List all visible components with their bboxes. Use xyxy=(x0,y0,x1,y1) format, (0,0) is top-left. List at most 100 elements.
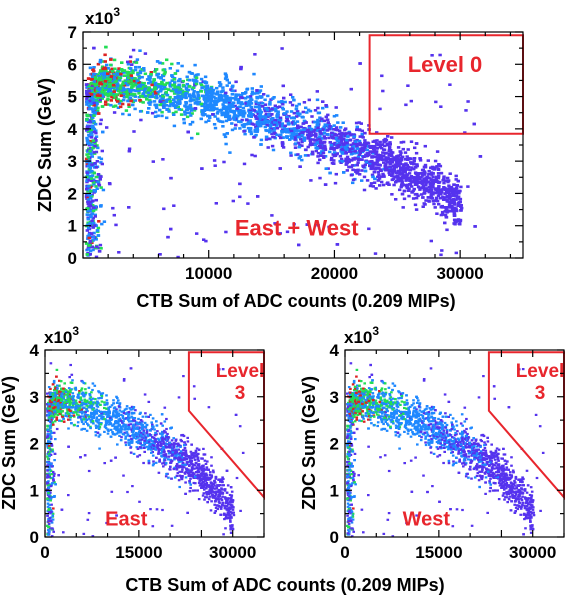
density-cell xyxy=(431,180,435,184)
density-cell xyxy=(89,177,94,180)
density-cell xyxy=(86,141,91,145)
density-cell xyxy=(243,132,247,136)
density-cell xyxy=(381,183,386,187)
density-cell xyxy=(362,155,366,158)
density-cell xyxy=(207,476,211,479)
density-cell xyxy=(85,103,89,106)
density-cell xyxy=(418,181,422,184)
density-cell xyxy=(99,205,103,208)
density-cell xyxy=(316,129,320,132)
density-cell xyxy=(372,170,377,174)
density-cell xyxy=(372,145,377,148)
density-cell xyxy=(112,73,116,76)
density-cell xyxy=(239,65,243,69)
density-cell xyxy=(91,388,94,392)
density-cell xyxy=(401,172,405,176)
density-cell xyxy=(341,121,345,124)
density-cell xyxy=(316,125,320,129)
density-cell xyxy=(189,114,193,117)
density-cell xyxy=(88,200,92,204)
density-cell xyxy=(316,111,321,115)
density-cell xyxy=(322,125,326,129)
density-cell xyxy=(284,130,289,134)
density-cell xyxy=(135,58,140,61)
density-cell xyxy=(143,72,148,76)
density-cell xyxy=(199,117,203,121)
density-cell xyxy=(287,122,291,126)
density-cell xyxy=(293,138,297,141)
density-cell xyxy=(106,97,110,100)
density-cell xyxy=(424,184,428,187)
density-cell xyxy=(121,82,125,86)
density-cell xyxy=(94,175,98,179)
density-cell xyxy=(376,179,381,182)
density-cell xyxy=(92,103,96,107)
axis-ticks-combined xyxy=(82,31,523,259)
y-tick-label: 5 xyxy=(68,88,77,107)
density-cell xyxy=(287,129,292,133)
density-cell xyxy=(429,188,433,192)
density-cell xyxy=(109,99,113,102)
density-cell xyxy=(355,125,359,129)
density-cell xyxy=(94,73,98,76)
density-cell xyxy=(124,90,129,93)
density-cell xyxy=(158,108,162,112)
density-cell xyxy=(292,111,296,115)
density-cell xyxy=(413,146,417,150)
density-cell xyxy=(338,143,342,147)
density-cell xyxy=(378,164,382,167)
density-cell xyxy=(186,88,190,92)
density-cell xyxy=(91,116,95,119)
density-cell xyxy=(186,130,190,134)
density-cell xyxy=(278,167,282,170)
density-cell xyxy=(315,141,319,145)
density-cell xyxy=(396,146,401,149)
density-cell xyxy=(93,215,97,218)
density-cell xyxy=(403,170,407,174)
density-cell xyxy=(439,253,443,257)
density-cell xyxy=(224,115,228,119)
density-cell xyxy=(309,179,313,182)
density-cell xyxy=(178,77,182,81)
density-cell xyxy=(272,126,276,130)
density-cell xyxy=(117,251,121,254)
density-cell xyxy=(443,192,447,195)
density-cell xyxy=(252,72,256,76)
density-cell xyxy=(179,95,183,98)
density-cell xyxy=(373,139,377,143)
density-cell xyxy=(456,196,460,200)
density-cell xyxy=(85,171,89,174)
density-cell xyxy=(232,110,237,113)
density-cell xyxy=(292,129,296,133)
density-cell xyxy=(90,124,95,128)
density-cell xyxy=(86,173,90,176)
density-cell xyxy=(289,154,293,157)
density-cell xyxy=(321,151,326,155)
density-cell xyxy=(412,162,416,166)
density-cell xyxy=(401,140,406,144)
density-cell xyxy=(128,60,132,63)
density-cell xyxy=(149,71,153,74)
density-cell xyxy=(168,104,172,108)
density-cell xyxy=(231,89,235,93)
density-cell xyxy=(380,180,384,184)
density-cell xyxy=(153,70,157,73)
density-cell xyxy=(323,140,327,144)
density-cell xyxy=(221,86,225,89)
density-cell xyxy=(116,98,120,101)
density-cell xyxy=(90,219,94,223)
density-cell xyxy=(292,116,296,120)
y-tick-label: 4 xyxy=(68,120,78,139)
density-cell xyxy=(242,123,247,126)
density-cell xyxy=(158,103,162,107)
density-cell xyxy=(353,168,357,172)
density-cell xyxy=(336,145,340,149)
density-cell xyxy=(184,87,189,91)
density-cell xyxy=(86,77,91,80)
density-cell xyxy=(121,102,125,106)
density-cell xyxy=(263,103,268,106)
density-cell xyxy=(281,146,286,149)
density-cell xyxy=(221,103,225,106)
density-cell xyxy=(314,135,318,138)
density-cell xyxy=(102,84,106,88)
